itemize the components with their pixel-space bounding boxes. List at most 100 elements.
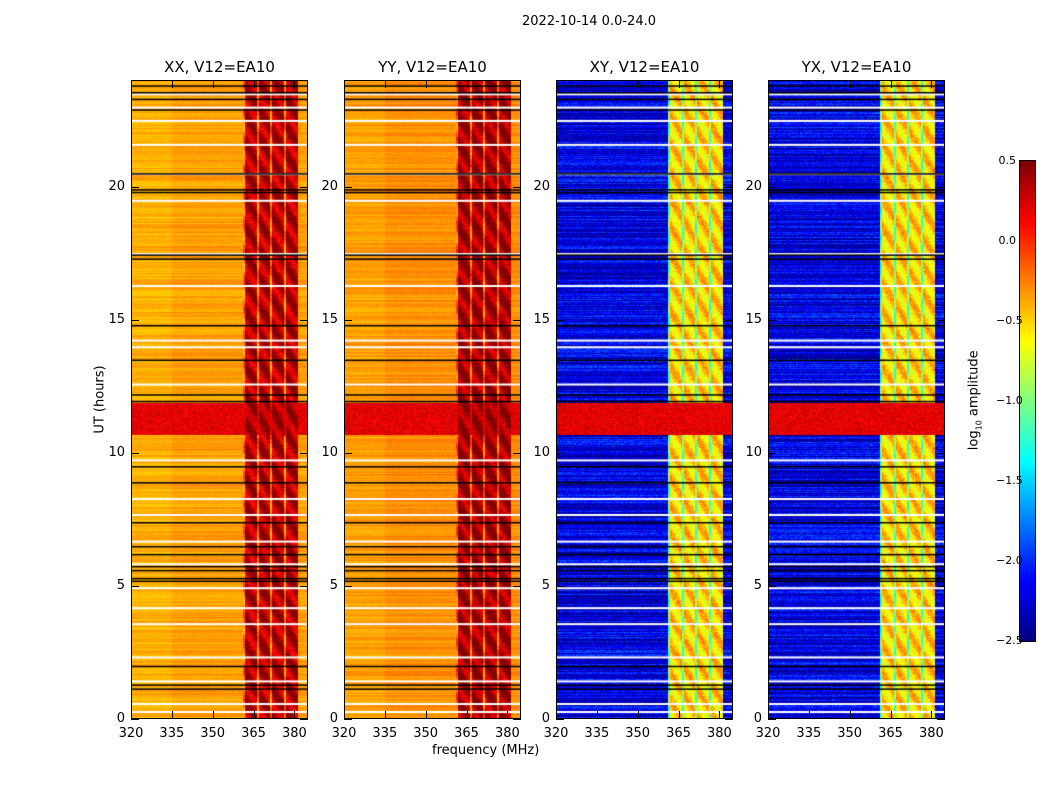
x-tick [596, 80, 598, 88]
panel-title: XX, V12=EA10 [164, 58, 275, 76]
x-tick [466, 80, 468, 88]
x-tick-label: 350 [625, 726, 651, 741]
y-axis-label: UT (hours) [92, 365, 108, 434]
y-tick [513, 452, 521, 454]
x-tick [931, 80, 933, 88]
y-tick [300, 585, 308, 587]
y-tick-label: 15 [321, 311, 338, 327]
y-tick [131, 319, 139, 321]
y-tick-label: 5 [116, 577, 125, 593]
x-tick-label: 365 [241, 726, 266, 741]
y-tick-label: 10 [108, 444, 125, 460]
y-tick [513, 319, 521, 321]
y-tick [937, 719, 945, 720]
heatmap-image [131, 80, 308, 719]
y-tick [300, 186, 308, 188]
y-tick [768, 585, 776, 587]
y-tick [300, 319, 308, 321]
y-tick-label: 0 [116, 711, 125, 726]
axes-frame [768, 80, 945, 719]
y-tick [556, 452, 564, 454]
x-tick-label: 335 [372, 726, 398, 741]
x-tick [212, 711, 214, 719]
axes-frame [556, 80, 733, 719]
y-tick [300, 452, 308, 454]
y-tick-label: 0 [753, 711, 762, 726]
y-tick [131, 452, 139, 454]
x-tick [768, 80, 769, 88]
x-tick-label: 320 [118, 726, 144, 741]
colorbar-tick-label: −1.5 [996, 474, 1023, 487]
colorbar-label: log10 amplitude [966, 350, 984, 451]
x-tick [344, 711, 345, 719]
x-tick [212, 80, 214, 88]
y-tick [300, 719, 308, 720]
panel-title: XY, V12=EA10 [589, 58, 700, 76]
y-tick-label: 10 [533, 444, 550, 460]
x-tick [719, 80, 721, 88]
heatmap-image [344, 80, 521, 719]
x-tick-label: 320 [755, 726, 781, 741]
x-tick [556, 80, 557, 88]
x-tick [171, 711, 173, 719]
y-tick [556, 319, 564, 321]
x-tick [849, 711, 851, 719]
colorbar-tick-label: −0.5 [996, 314, 1023, 327]
x-tick-label: 320 [331, 726, 357, 741]
x-tick [294, 80, 296, 88]
y-tick-label: 5 [329, 577, 338, 593]
y-tick [725, 585, 733, 587]
y-tick [344, 452, 352, 454]
x-tick [253, 711, 255, 719]
y-tick [513, 719, 521, 720]
y-tick [344, 719, 352, 720]
x-tick-label: 380 [494, 726, 520, 741]
panel-title: YY, V12=EA10 [378, 58, 487, 76]
colorbar-tick-label: −2.0 [996, 554, 1023, 567]
x-tick-label: 335 [796, 726, 822, 741]
x-tick [678, 711, 680, 719]
x-tick [507, 80, 509, 88]
y-tick [131, 186, 139, 188]
x-tick [466, 711, 468, 719]
y-tick [937, 452, 945, 454]
y-tick [344, 585, 352, 587]
y-tick-label: 0 [541, 711, 550, 726]
y-tick [725, 452, 733, 454]
y-tick-label: 20 [745, 178, 762, 194]
y-tick [725, 319, 733, 321]
colorbar-tick-label: −2.5 [996, 634, 1023, 647]
y-tick-label: 10 [745, 444, 762, 460]
y-tick [768, 186, 776, 188]
y-tick-label: 20 [533, 178, 550, 194]
x-tick [131, 711, 132, 719]
figure-title: 2022-10-14 0.0-24.0 [522, 14, 656, 29]
y-tick [556, 186, 564, 188]
x-tick-label: 365 [878, 726, 903, 741]
y-tick-label: 15 [108, 311, 125, 327]
colorbar-tick-label: 0.0 [998, 234, 1017, 247]
y-tick [768, 319, 776, 321]
x-tick [171, 80, 173, 88]
y-tick [344, 186, 352, 188]
y-tick [937, 319, 945, 321]
x-tick [425, 711, 427, 719]
panel-title: YX, V12=EA10 [801, 58, 912, 76]
axes-frame [344, 80, 521, 719]
heatmap-panel-3: XY, V12=EA10 320 335 350 365 380 0 5 10 15 20 [533, 58, 733, 741]
x-tick-label: 335 [584, 726, 610, 741]
axes-frame [131, 80, 308, 719]
x-tick-label: 380 [918, 726, 944, 741]
x-tick [131, 80, 132, 88]
y-tick [937, 585, 945, 587]
y-tick [131, 585, 139, 587]
y-tick [768, 452, 776, 454]
x-tick [808, 711, 810, 719]
y-tick-label: 5 [541, 577, 550, 593]
heatmap-panel-4: YX, V12=EA10 320 335 350 365 380 0 5 10 15 20 [745, 58, 945, 741]
x-tick [719, 711, 721, 719]
x-tick [678, 80, 680, 88]
x-tick-label: 350 [413, 726, 439, 741]
colorbar [1019, 160, 1036, 642]
